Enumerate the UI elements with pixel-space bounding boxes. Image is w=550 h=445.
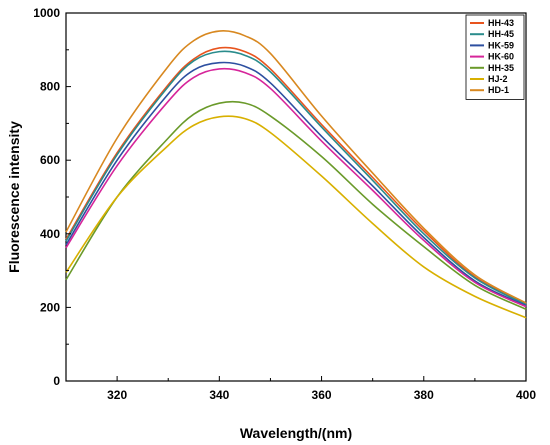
series-line-hk-59 — [65, 61, 527, 307]
legend-label: HK-60 — [488, 52, 514, 62]
y-tick-label: 1000 — [33, 6, 60, 20]
series-line-hj-2 — [65, 115, 527, 319]
series-line-hh-43 — [65, 46, 527, 305]
y-axis: 0 200 400 600 800 1000 — [33, 6, 71, 388]
x-axis-title: Wavelength/(nm) — [240, 425, 352, 441]
series-line-hd-1 — [65, 30, 527, 304]
y-tick-label: 600 — [40, 153, 60, 167]
x-tick-label: 400 — [516, 388, 536, 402]
y-tick-label: 800 — [40, 80, 60, 94]
legend-label: HH-35 — [488, 63, 514, 73]
x-tick-label: 320 — [107, 388, 127, 402]
legend-label: HH-45 — [488, 29, 514, 39]
series-line-hh-45 — [65, 50, 527, 306]
x-tick-label: 340 — [209, 388, 229, 402]
series-line-hk-60 — [65, 67, 527, 308]
x-axis: 320 340 360 380 400 — [65, 376, 536, 402]
y-axis-title: Fluorescence intensity — [6, 121, 22, 273]
legend-label: HJ-2 — [488, 74, 508, 84]
x-tick-label: 360 — [312, 388, 332, 402]
legend-label: HK-59 — [488, 40, 514, 50]
plot-border — [65, 12, 527, 382]
series-lines — [65, 30, 527, 319]
plot-frame — [65, 12, 527, 382]
y-tick-label: 0 — [53, 374, 60, 388]
legend-label: HD-1 — [488, 85, 509, 95]
y-tick-label: 200 — [40, 300, 60, 314]
x-tick-label: 380 — [414, 388, 434, 402]
legend-label: HH-43 — [488, 18, 514, 28]
y-tick-label: 400 — [40, 227, 60, 241]
series-line-hh-35 — [65, 100, 527, 310]
